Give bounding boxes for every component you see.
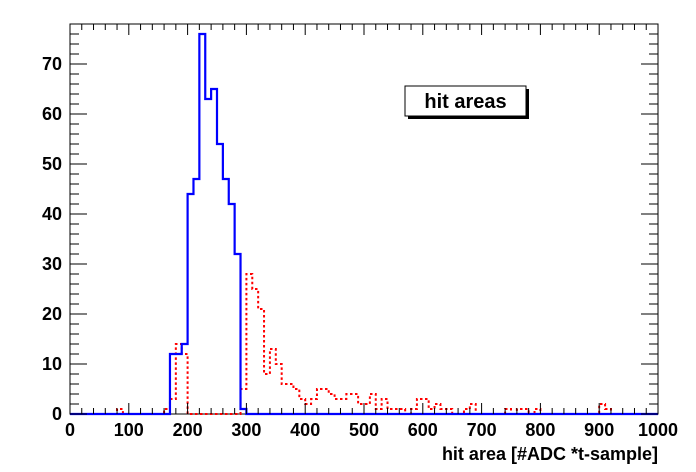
y-tick-label: 0 <box>52 404 62 424</box>
y-tick-label: 60 <box>42 104 62 124</box>
y-tick-label: 50 <box>42 154 62 174</box>
x-tick-label: 900 <box>584 420 614 440</box>
x-tick-label: 500 <box>349 420 379 440</box>
x-tick-label: 1000 <box>638 420 678 440</box>
x-tick-label: 700 <box>467 420 497 440</box>
title-box-frame <box>404 85 527 117</box>
x-tick-label: 600 <box>408 420 438 440</box>
x-tick-label: 300 <box>231 420 261 440</box>
axis-ticks <box>69 23 659 415</box>
x-tick-label: 400 <box>290 420 320 440</box>
tick-labels: 0 100 200 300 400 500 600 700 800 900 1000 0 10 20 30 4… <box>42 54 678 440</box>
title-box: hit areas <box>404 85 529 119</box>
y-tick-label: 40 <box>42 204 62 224</box>
x-tick-label: 0 <box>65 420 75 440</box>
y-tick-label: 30 <box>42 254 62 274</box>
y-tick-label: 20 <box>42 304 62 324</box>
chart-title: hit areas <box>424 91 506 113</box>
x-axis-title: hit area [#ADC *t-sample] <box>442 444 658 464</box>
y-tick-label: 70 <box>42 54 62 74</box>
series-layer <box>70 32 658 416</box>
x-tick-label: 200 <box>173 420 203 440</box>
x-tick-label: 800 <box>525 420 555 440</box>
series-0-line <box>70 32 658 416</box>
x-tick-label: 100 <box>114 420 144 440</box>
y-tick-label: 10 <box>42 354 62 374</box>
